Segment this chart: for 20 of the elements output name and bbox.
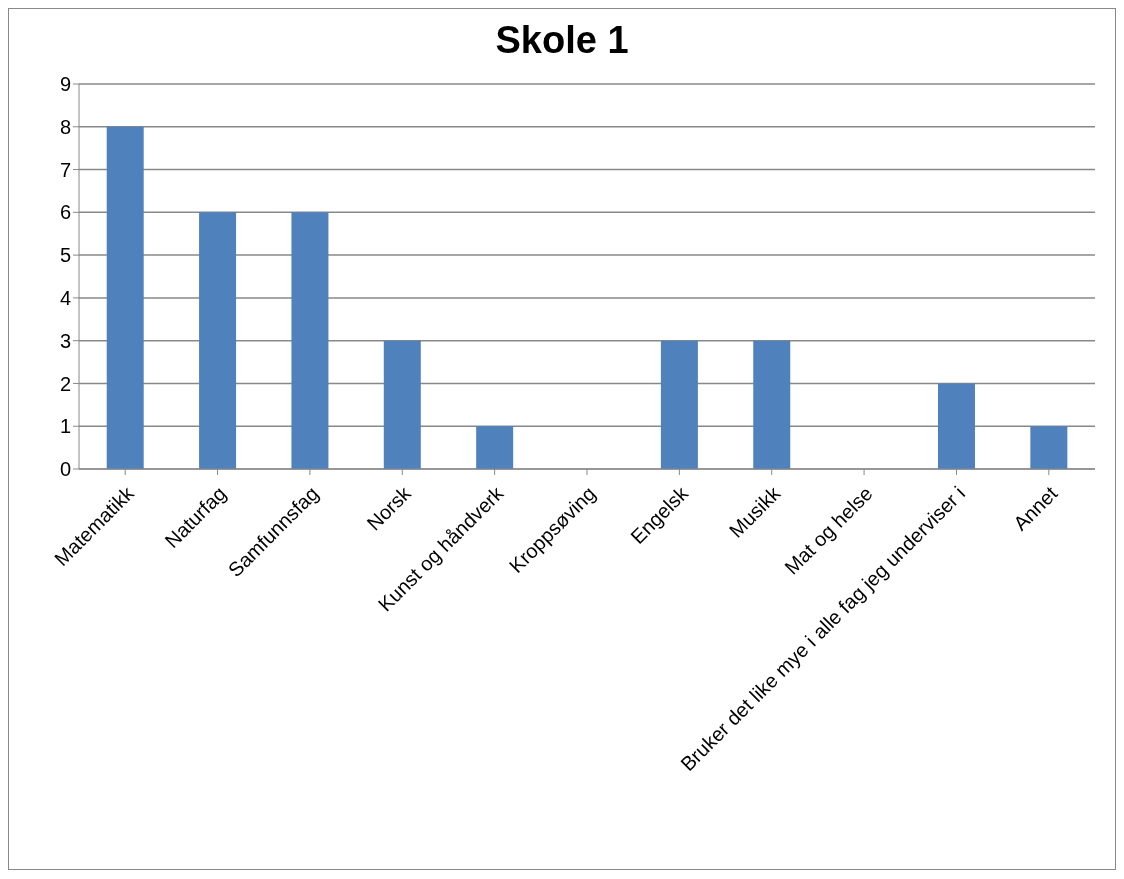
chart-title: Skole 1 (494, 19, 630, 62)
bar (106, 126, 144, 469)
bar (1030, 426, 1068, 469)
bar (937, 383, 975, 469)
y-tick-label: 0 (59, 458, 71, 481)
y-tick-label: 7 (59, 158, 71, 181)
y-tick-label: 8 (59, 115, 71, 138)
y-tick-label: 4 (59, 286, 71, 309)
y-tick-label: 2 (59, 372, 71, 395)
bar (660, 340, 698, 469)
y-tick-label: 1 (59, 415, 71, 438)
bar (753, 340, 791, 469)
bar (476, 426, 514, 469)
bar (291, 212, 329, 469)
bar (199, 212, 237, 469)
y-tick-label: 6 (59, 201, 71, 224)
y-tick-label: 9 (59, 73, 71, 96)
y-tick-label: 3 (59, 329, 71, 352)
y-tick-label: 5 (59, 244, 71, 267)
bar (383, 340, 421, 469)
